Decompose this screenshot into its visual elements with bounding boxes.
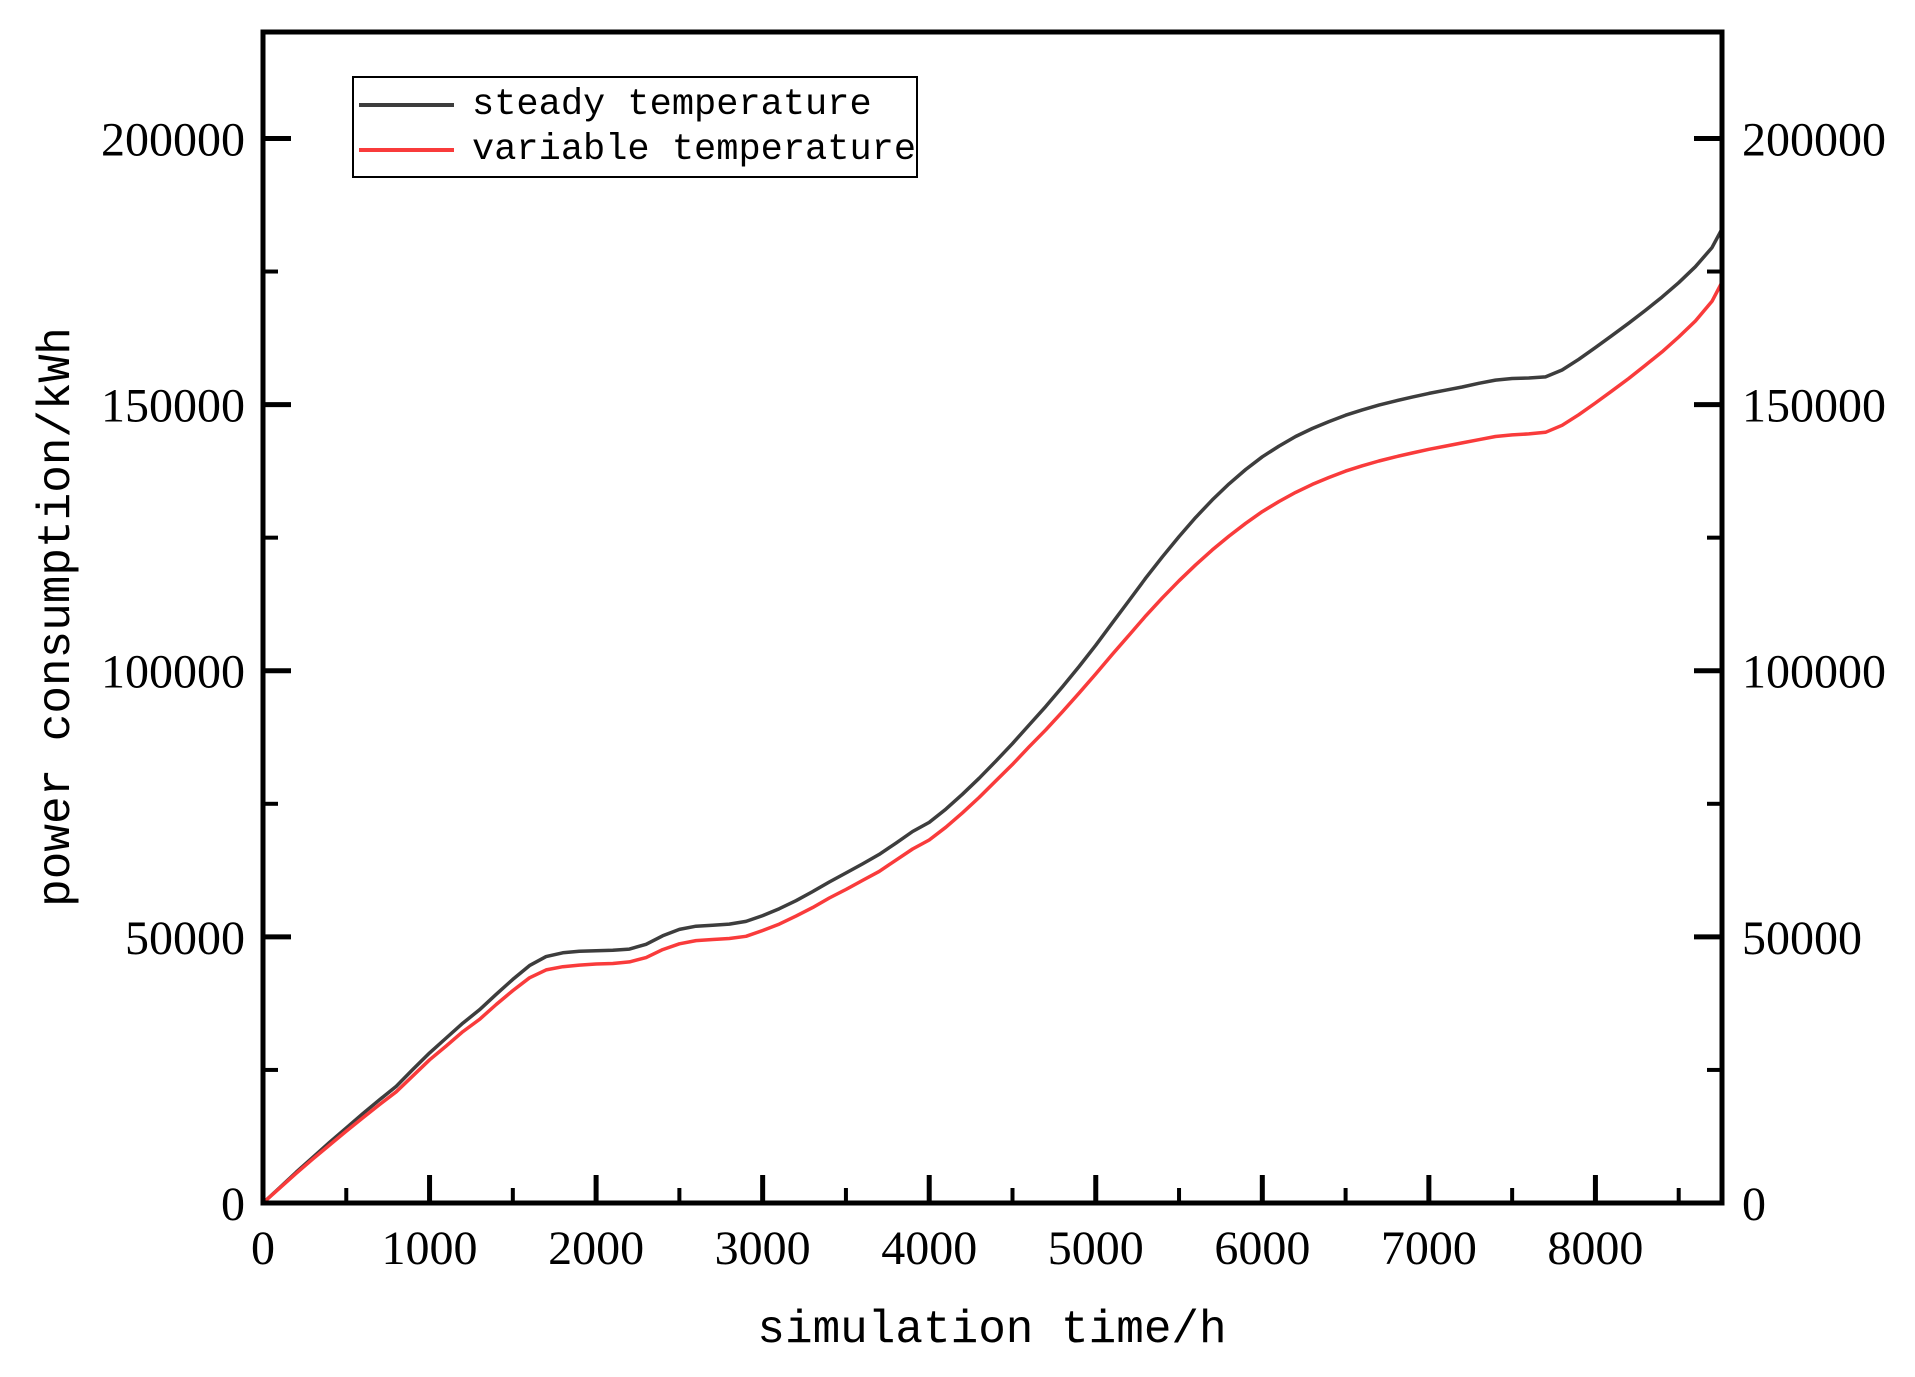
- y-tick-label-right: 100000: [1742, 646, 1886, 699]
- legend-entry-steady: steady temperature: [354, 82, 916, 127]
- legend-label-steady: steady temperature: [472, 83, 872, 126]
- x-tick-label: 2000: [548, 1222, 644, 1275]
- legend-entry-variable: variable temperature: [354, 127, 916, 172]
- y-tick-label-right: 200000: [1742, 113, 1886, 166]
- x-tick-label: 1000: [382, 1222, 478, 1275]
- legend-label-variable: variable temperature: [472, 128, 917, 171]
- y-tick-label-left: 50000: [125, 912, 245, 965]
- y-tick-label-left: 150000: [101, 380, 245, 433]
- y-tick-label-left: 200000: [101, 113, 245, 166]
- legend-box: steady temperature variable temperature: [352, 76, 918, 178]
- y-tick-label-right: 150000: [1742, 380, 1886, 433]
- series-line-steady-temperature: [261, 227, 1724, 1205]
- x-tick-label: 3000: [715, 1222, 811, 1275]
- x-tick-label: 4000: [881, 1222, 977, 1275]
- x-tick-label: 7000: [1381, 1222, 1477, 1275]
- x-tick-label: 8000: [1547, 1222, 1643, 1275]
- legend-line-variable: [359, 147, 454, 152]
- x-tick-label: 6000: [1214, 1222, 1310, 1275]
- x-axis-title: simulation time/h: [757, 1304, 1227, 1356]
- x-tick-label: 5000: [1048, 1222, 1144, 1275]
- series-line-variable-temperature: [261, 280, 1724, 1205]
- legend-line-steady: [359, 102, 454, 107]
- plot-frame: [260, 29, 1725, 1206]
- y-tick-label-left: 100000: [101, 646, 245, 699]
- x-tick-label: 0: [251, 1222, 275, 1275]
- y-tick-label-right: 0: [1742, 1178, 1766, 1231]
- y-axis-title: power consumption/kWh: [31, 327, 83, 907]
- y-tick-label-left: 0: [221, 1178, 245, 1231]
- y-tick-label-right: 50000: [1742, 912, 1862, 965]
